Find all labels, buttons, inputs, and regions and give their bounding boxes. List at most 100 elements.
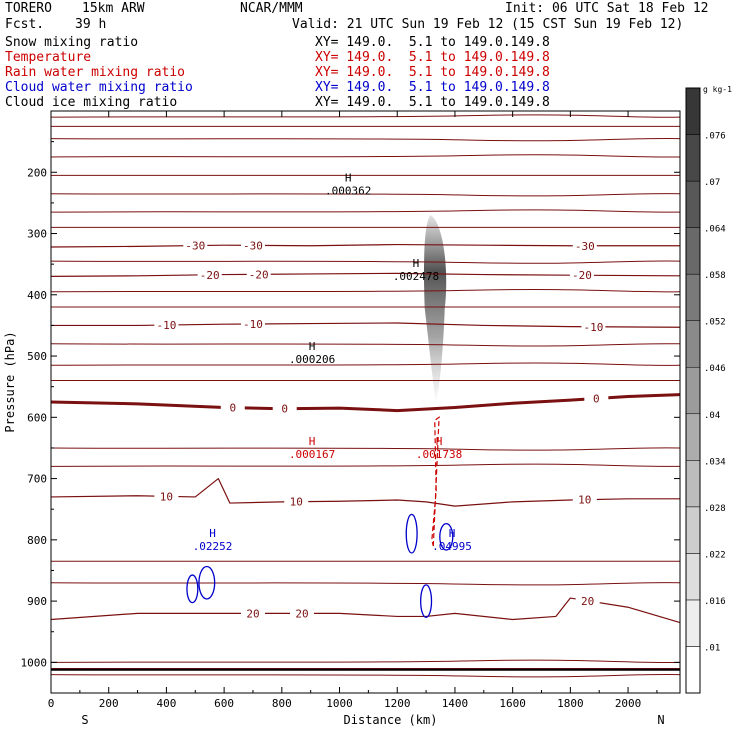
colorbar-segment xyxy=(685,180,701,228)
isotherm--30 xyxy=(50,243,680,248)
colorbar-tick-label: .04 xyxy=(704,411,720,421)
colorbar-segment xyxy=(685,87,701,135)
colorbar-tick-label: .034 xyxy=(704,457,726,467)
y-tick-label: 600 xyxy=(27,411,47,424)
field-xy-cloud-ice: XY= 149.0. 5.1 to 149.0.149.8 xyxy=(315,95,550,110)
valid-time: Valid: 21 UTC Sun 19 Feb 12 (15 CST Sun … xyxy=(292,17,684,32)
cloud-water-contour xyxy=(420,584,433,619)
field-xy-rain: XY= 149.0. 5.1 to 149.0.149.8 xyxy=(315,65,550,80)
isotherm-label-bg xyxy=(572,239,597,252)
isotherm-label: 10 xyxy=(290,496,303,509)
isotherm-label-bg xyxy=(290,607,315,620)
x-tick-label: 1800 xyxy=(557,697,584,710)
rain-water-contour xyxy=(431,416,440,547)
y-axis-label: Pressure (hPa) xyxy=(3,331,17,432)
y-tick-label: 200 xyxy=(27,166,47,179)
colorbar-segment xyxy=(685,273,701,321)
extremum-value: .001738 xyxy=(416,448,462,461)
temperature-isoline xyxy=(50,362,681,366)
colorbar-segment xyxy=(685,227,701,275)
colorbar-tick-label: .046 xyxy=(704,364,726,374)
field-xy-temperature: XY= 149.0. 5.1 to 149.0.149.8 xyxy=(315,50,550,65)
extremum-h-marker: H xyxy=(309,340,316,353)
isotherm-label-bg xyxy=(197,268,222,281)
isotherm-label-bg xyxy=(240,317,265,330)
isotherm-label-bg xyxy=(284,495,309,508)
plot-frame xyxy=(50,110,681,694)
colorbar-segment xyxy=(685,460,701,508)
isotherm-20 xyxy=(50,597,681,624)
isotherm-label-bg xyxy=(584,392,609,405)
forecast-label: Fcst. xyxy=(5,17,45,32)
extremum-h-marker: H xyxy=(345,171,352,184)
isotherm-label: -20 xyxy=(572,269,592,282)
y-tick-label: 800 xyxy=(27,534,47,547)
colorbar-tick-label: .022 xyxy=(704,550,726,560)
x-tick-label: 600 xyxy=(214,697,234,710)
colorbar-segment xyxy=(685,553,701,601)
colorbar-tick-label: .01 xyxy=(704,643,720,653)
cloud-water-contour xyxy=(198,565,216,600)
extremum-value: .02252 xyxy=(193,540,233,553)
colorbar-tick-label: .058 xyxy=(704,271,726,281)
field-name-snow: Snow mixing ratio xyxy=(5,35,139,50)
isotherm-label-bg xyxy=(569,269,594,282)
y-tick-label: 300 xyxy=(27,228,47,241)
colorbar-segment xyxy=(685,506,701,554)
x-tick-label: 1600 xyxy=(499,697,526,710)
colorbar-segment xyxy=(685,320,701,368)
isotherm-label-bg xyxy=(154,319,179,332)
isotherm-label: -20 xyxy=(249,268,269,281)
isotherm-label-bg xyxy=(240,607,265,620)
x-tick-label: 200 xyxy=(99,697,119,710)
isotherm-10 xyxy=(50,477,680,507)
x-tick-label: 2000 xyxy=(615,697,642,710)
field-name-cloud-water: Cloud water mixing ratio xyxy=(5,80,193,95)
colorbar-segment xyxy=(685,646,701,694)
temperature-isoline xyxy=(50,447,681,451)
isotherm-label: -20 xyxy=(200,269,220,282)
extremum-value: .000206 xyxy=(289,353,335,366)
isotherm-label-bg xyxy=(220,401,245,414)
isotherm-label: 20 xyxy=(581,595,594,608)
colorbar-segment xyxy=(685,134,701,182)
extremum-h-marker: H xyxy=(436,435,443,448)
x-tick-label: 1000 xyxy=(326,697,353,710)
field-name-cloud-ice: Cloud ice mixing ratio xyxy=(5,95,178,110)
x-tick-label: 800 xyxy=(272,697,292,710)
isotherm-label: -10 xyxy=(156,319,176,332)
colorbar-segment xyxy=(685,413,701,461)
x-tick-label: 0 xyxy=(48,697,55,710)
temperature-isoline xyxy=(50,209,681,213)
isotherm-label: 20 xyxy=(295,607,308,620)
x-axis-north-label: N xyxy=(657,713,664,727)
isotherm-label: 20 xyxy=(246,607,259,620)
colorbar-segment xyxy=(685,599,701,647)
init-time: Init: 06 UTC Sat 18 Feb 12 xyxy=(505,1,709,16)
field-xy-snow: XY= 149.0. 5.1 to 149.0.149.8 xyxy=(315,35,550,50)
isotherm-label-bg xyxy=(572,493,597,506)
temperature-isoline xyxy=(50,260,681,264)
extremum-h-marker: H xyxy=(413,257,420,270)
isotherm-label-bg xyxy=(154,490,179,503)
isotherm-label: 10 xyxy=(578,494,591,507)
x-axis-south-label: S xyxy=(81,713,88,727)
isotherm-label-bg xyxy=(581,320,606,333)
temperature-isoline xyxy=(50,137,681,142)
temperature-isoline xyxy=(50,289,681,293)
x-tick-label: 400 xyxy=(156,697,176,710)
snow-mixing-ratio-shading xyxy=(423,215,447,402)
temperature-isoline xyxy=(50,673,681,678)
y-tick-label: 500 xyxy=(27,350,47,363)
temperature-isoline xyxy=(50,582,681,586)
x-tick-label: 1200 xyxy=(384,697,411,710)
temperature-isoline xyxy=(50,463,681,467)
isotherm--20 xyxy=(50,272,681,278)
y-tick-label: 1000 xyxy=(21,656,48,669)
isotherm-label-bg xyxy=(575,594,600,607)
isotherm-label: -30 xyxy=(575,240,595,253)
colorbar-tick-label: .07 xyxy=(704,178,720,188)
isotherm-label-bg xyxy=(183,239,208,252)
isotherm-label-bg xyxy=(272,402,297,415)
